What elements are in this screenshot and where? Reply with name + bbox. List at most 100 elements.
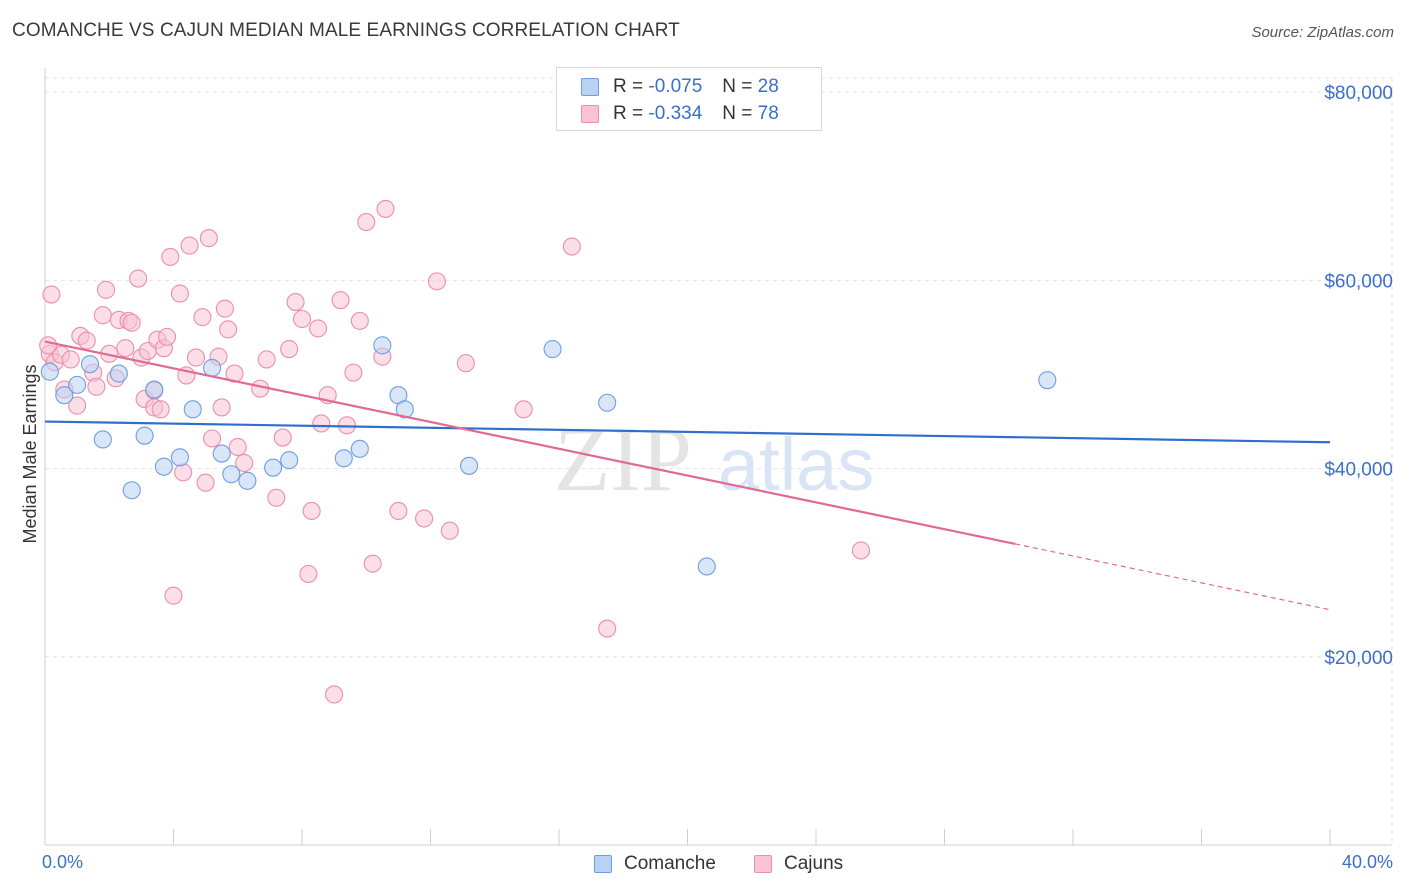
cajun-point — [257, 350, 276, 369]
y-tick-labels: $20,000 $40,000 $60,000 $80,000 — [1324, 83, 1393, 669]
comanche-point — [697, 557, 716, 576]
cajun-point — [61, 350, 80, 369]
cajun-point — [344, 363, 363, 382]
cajun-point — [68, 396, 87, 415]
chart-title: COMANCHE VS CAJUN MEDIAN MALE EARNINGS C… — [12, 20, 680, 41]
cajun-point — [350, 311, 369, 330]
cajun-point — [299, 564, 318, 584]
comanche-point — [280, 451, 299, 470]
comanche-point — [264, 458, 283, 477]
cajun-trend-extension — [1015, 543, 1331, 611]
correlation-legend: R = -0.075 N = 28 R = -0.334 N = 78 — [556, 67, 822, 131]
cajun-point — [363, 554, 382, 573]
comanche-point — [135, 426, 154, 445]
comanche-point — [459, 456, 479, 475]
cajun-point — [415, 509, 434, 528]
trend-lines — [44, 340, 1331, 611]
cajun-point — [215, 299, 234, 318]
comanche-point — [145, 380, 164, 399]
cajun-point — [456, 354, 475, 373]
cajun-point — [273, 428, 292, 447]
cajun-point — [235, 453, 254, 473]
legend-r-label: R = — [613, 76, 644, 97]
cajun-point — [196, 473, 215, 492]
watermark: ZIP atlas — [554, 408, 874, 510]
legend-row-comanche: R = -0.075 N = 28 — [581, 75, 779, 99]
cajun-point — [325, 685, 344, 704]
y-tick-label: $20,000 — [1324, 648, 1393, 669]
comanche-point — [395, 400, 414, 419]
x-tick-label-max: 40.0% — [1341, 852, 1393, 872]
x-tick-label-min: 0.0% — [42, 852, 84, 872]
watermark-atlas: atlas — [718, 423, 874, 506]
comanche-point — [55, 386, 74, 405]
cajun-point — [357, 213, 376, 232]
cajun-point — [389, 501, 408, 521]
cajun-point — [286, 293, 305, 312]
comanche-point — [373, 336, 392, 355]
legend-n-label: N = — [722, 76, 753, 97]
cajun-point — [427, 272, 446, 291]
comanche-point — [334, 449, 353, 468]
cajun-point — [129, 269, 148, 288]
series-name-comanche: Comanche — [624, 853, 716, 874]
cajun-point — [219, 320, 238, 339]
comanche-trend-line — [44, 420, 1331, 444]
cajun-point — [331, 291, 350, 310]
data-points — [39, 199, 1057, 704]
cajun-point — [280, 340, 299, 359]
cajun-point — [122, 313, 141, 332]
source-label: Source: ZipAtlas.com — [1251, 24, 1394, 41]
comanche-point — [222, 465, 241, 484]
legend-r-value: -0.075 — [648, 76, 703, 97]
cajun-point — [598, 619, 617, 638]
comanche-point — [598, 393, 617, 412]
cajun-point — [164, 586, 183, 605]
series-name-cajuns: Cajuns — [784, 853, 844, 874]
cajun-point — [42, 285, 61, 304]
legend-r-label: R = — [613, 103, 644, 124]
comanche-point — [543, 340, 562, 359]
comanche-point — [212, 444, 231, 463]
cajun-point — [158, 327, 177, 346]
cajun-point — [376, 199, 395, 218]
watermark-zip: ZIP — [554, 408, 692, 510]
legend-n-value: 78 — [757, 103, 779, 124]
comanche-point — [154, 457, 173, 476]
comanche-point — [122, 481, 141, 500]
cajun-point — [440, 521, 459, 540]
cajun-point — [93, 306, 112, 325]
cajun-point — [180, 236, 199, 255]
cajun-point — [96, 280, 116, 299]
legend-n-value: 28 — [757, 76, 779, 97]
cajun-point — [562, 237, 581, 256]
cajun-point — [161, 247, 180, 266]
y-tick-label: $80,000 — [1324, 83, 1393, 104]
legend-row-cajuns: R = -0.334 N = 78 — [581, 102, 779, 126]
comanche-point — [93, 430, 112, 449]
y-tick-label: $40,000 — [1324, 460, 1393, 481]
cajun-point — [851, 541, 871, 560]
cajun-point — [203, 429, 222, 448]
cajun-point — [116, 339, 135, 358]
cajun-point — [199, 229, 218, 248]
comanche-point — [238, 471, 257, 490]
comanche-point — [1038, 371, 1057, 390]
comanche-point — [109, 364, 128, 383]
comanche-point — [170, 448, 189, 467]
legend-n-label: N = — [722, 103, 753, 124]
cajun-point — [514, 400, 533, 419]
cajun-point — [87, 377, 106, 396]
comanche-point — [183, 400, 202, 419]
cajun-point — [186, 348, 206, 367]
series-swatch-cajuns — [754, 855, 772, 873]
cajun-point — [312, 414, 331, 433]
legend-r-value: -0.334 — [648, 103, 703, 124]
cajun-point — [212, 398, 231, 417]
comanche-point — [40, 362, 59, 381]
cajun-trend-line — [44, 340, 1016, 545]
comanche-point — [80, 355, 100, 374]
cajun-point — [170, 284, 189, 303]
y-axis-label: Median Male Earnings — [20, 364, 40, 543]
